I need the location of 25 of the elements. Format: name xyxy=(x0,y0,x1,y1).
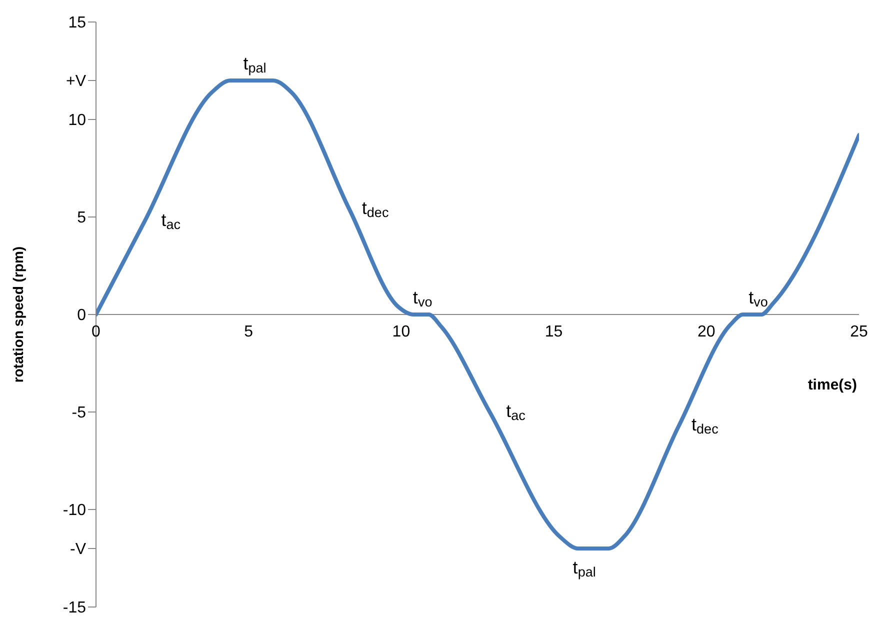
y-tick-label: 5 xyxy=(77,210,86,227)
annotation: t$_{dec}$ xyxy=(362,198,389,220)
annotation: t$_{pal}$ xyxy=(243,53,266,76)
x-tick-label: 5 xyxy=(244,324,254,340)
y-axis-title: rotation speed (rpm) xyxy=(10,246,26,383)
annotation: t$_{pal}$ xyxy=(572,557,596,580)
annotation: t$_{dec}$ xyxy=(692,414,719,436)
y-tick-label: -10 xyxy=(62,502,86,520)
x-tick-label: 20 xyxy=(698,324,716,340)
x-axis-title: time(s) xyxy=(808,376,857,394)
x-tick-label: 25 xyxy=(850,324,868,340)
y-tick-label: 15 xyxy=(68,14,86,32)
y-tick-label: -V xyxy=(70,541,86,558)
x-tick-label: 10 xyxy=(392,324,410,340)
annotation: t$_{vo}$ xyxy=(412,287,432,310)
y-tick-label: 0 xyxy=(77,307,86,324)
y-tick-label: -15 xyxy=(62,600,86,617)
annotation: t$_{vo}$ xyxy=(748,287,768,310)
y-tick-label: -5 xyxy=(72,404,86,422)
annotation: t$_{ac}$ xyxy=(506,400,526,423)
annotation: t$_{ac}$ xyxy=(161,210,181,232)
y-tick-label: +V xyxy=(66,73,86,90)
x-tick-label: 0 xyxy=(92,324,101,340)
y-tick-label: 10 xyxy=(68,112,86,130)
x-tick-label: 15 xyxy=(544,324,563,340)
